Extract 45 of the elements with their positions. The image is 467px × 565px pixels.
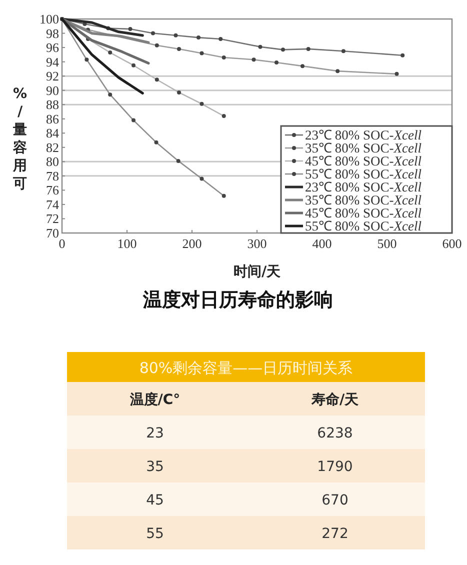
x-axis-title: 时间/天 [233, 264, 282, 280]
y-tick-label: 72 [46, 211, 59, 226]
legend-label: 55℃ 80% SOC-Xcell [305, 166, 422, 182]
text: 80%剩余容量——日历时间关系 [139, 359, 353, 377]
category-label: 55 [146, 526, 164, 542]
category-label: 23 [146, 426, 164, 442]
legend-label: 35℃ 80% SOC-Xcell [305, 192, 422, 208]
y-tick-label: 96 [46, 40, 60, 56]
data-label: 272 [322, 526, 348, 542]
text: 寿命/天 [310, 392, 360, 408]
x-tick-label: 500 [377, 236, 397, 251]
y-tick-label: 98 [46, 26, 59, 41]
text: 温度/C° [128, 391, 180, 408]
x-tick-label: 300 [247, 236, 267, 251]
y-tick-label: 70 [46, 226, 59, 240]
y-tick-label: 90 [46, 82, 59, 98]
data-label: 6238 [317, 426, 353, 442]
legend-label: 23℃ 80% SOC-Xcell [305, 128, 422, 142]
y-tick-label: 88 [46, 97, 59, 112]
legend-label: 45℃ 80% SOC-Xcell [305, 206, 422, 220]
data-label: 1790 [317, 459, 353, 475]
text: 温度对日历寿命的影响 [142, 289, 333, 311]
legend-label: 35℃ 80% SOC-Xcell [305, 140, 422, 156]
x-tick-label: 100 [117, 236, 137, 251]
category-label: 35 [146, 459, 164, 475]
data-label: 670 [322, 492, 348, 508]
y-tick-label: 80 [46, 154, 59, 170]
y-tick-label: 78 [46, 168, 59, 184]
x-tick-label: 0 [58, 236, 66, 251]
y-tick-label: 76 [46, 182, 60, 198]
x-tick-label: 200 [182, 236, 202, 251]
y-tick-label: 82 [46, 140, 59, 155]
y-tick-label: 74 [46, 196, 60, 212]
legend-label: 55℃ 80% SOC-Xcell [305, 218, 422, 234]
category-label: 45 [146, 492, 164, 508]
x-tick-label: 400 [312, 236, 332, 251]
x-tick-label: 600 [442, 236, 462, 251]
legend-label: 45℃ 80% SOC-Xcell [305, 154, 422, 168]
y-tick-label: 92 [46, 68, 59, 84]
y-tick-label: 94 [46, 54, 60, 70]
y-tick-label: 100 [40, 12, 59, 26]
y-tick-label: 84 [46, 126, 60, 141]
legend-label: 23℃ 80% SOC-Xcell [305, 180, 422, 194]
y-tick-label: 86 [46, 111, 60, 126]
y-axis-title: %/量容用可 [12, 86, 28, 192]
